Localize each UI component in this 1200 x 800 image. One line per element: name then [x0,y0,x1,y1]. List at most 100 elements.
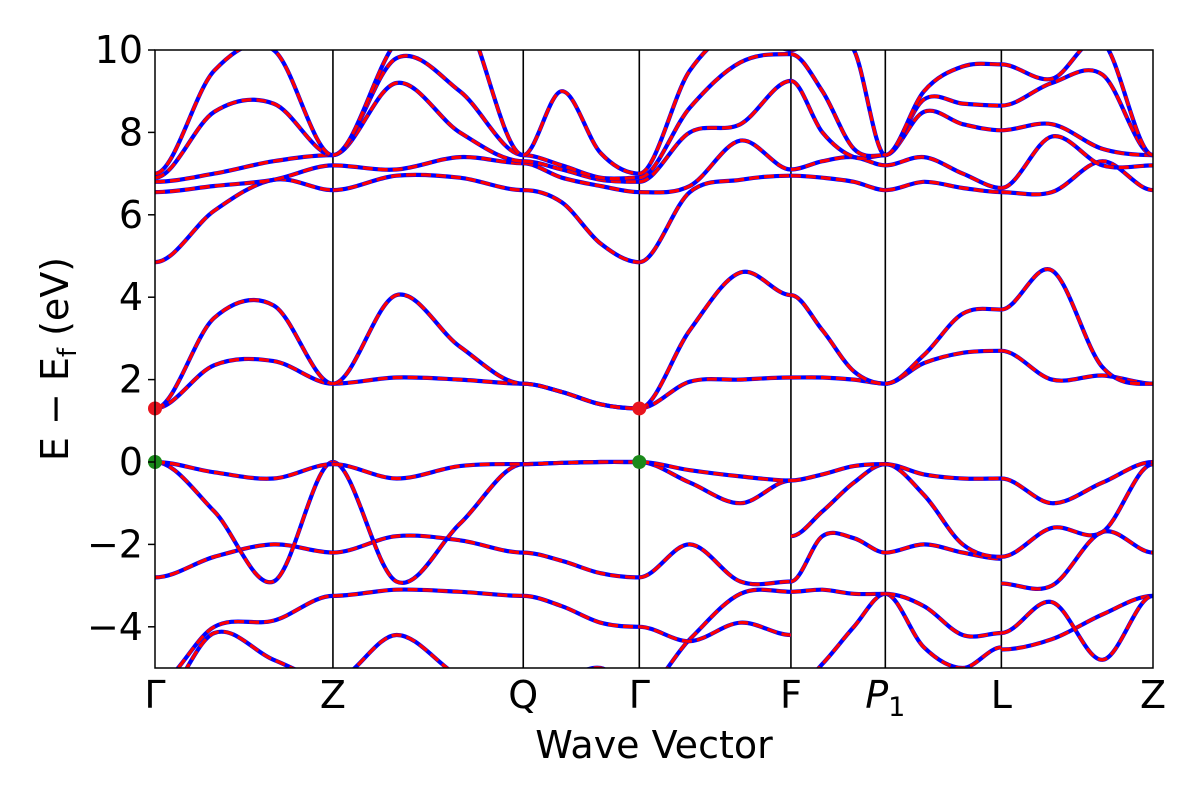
y-axis-label-sub: f [53,347,83,357]
band-line-blue [884,591,1002,668]
band-line-blue [523,593,640,629]
cbm-marker [632,401,647,416]
band-line-red [884,592,1002,668]
y-axis-label-main: E − E [33,357,77,461]
band-line-blue [664,587,791,668]
band-line-blue [1001,462,1153,559]
band-line-red [1001,349,1153,386]
y-tick-label: 6 [119,193,143,237]
band-line-red [332,587,524,598]
band-line-red [639,138,792,195]
band-line-red [1001,267,1153,386]
x-tick-label: Γ [629,673,650,717]
band-line-red [332,155,524,172]
band-line-blue [638,78,792,184]
band-line-blue [155,356,334,411]
band-line-red [885,462,1002,559]
band-line-red [790,588,886,596]
band-line-red [885,155,1002,190]
band-line-red [155,460,333,481]
band-line-red [1001,460,1153,505]
x-tick-label: L [991,673,1012,717]
band-line-red [884,62,1002,157]
band-line-blue [638,173,791,265]
x-tick-label: Q [508,673,538,717]
band-line-red [638,174,791,264]
band-line-red [638,270,792,410]
band-line-red [639,460,791,483]
band-line-red [522,89,640,176]
band-line-blue [351,632,451,668]
band-line-blue [885,306,1002,386]
band-line-red [639,621,791,643]
band-line-red [523,161,640,194]
band-line-red [332,375,524,386]
x-tick-label: Z [320,673,346,717]
extrema-markers [148,401,647,469]
band-line-blue [790,530,886,584]
band-line-blue [1000,267,1153,386]
y-tick-label: 10 [95,28,143,72]
band-line-red [155,163,333,194]
band-line-blue [155,459,334,585]
band-line-blue [790,50,887,158]
band-line-red [1001,134,1153,190]
band-line-blue [790,462,886,539]
band-line-red [885,307,1002,386]
band-line-blue [332,461,524,481]
band-line-red [665,588,791,668]
band-line-red [816,592,886,668]
band-line-red [175,594,334,668]
band-line-blue [790,52,886,159]
band-line-red [639,460,792,505]
band-line-blue [523,188,640,265]
x-tick-label: Γ [144,673,165,717]
band-line-blue [332,533,524,555]
band-line-red [639,375,791,410]
y-tick-label: 4 [119,275,143,319]
band-line-blue [1001,529,1153,591]
vbm-marker [632,455,647,469]
band-line-blue [638,542,791,587]
band-line-blue [522,89,640,176]
band-line-red [523,382,640,410]
band-line-red [638,52,791,180]
band-line-red [155,153,333,184]
band-line-red [1001,50,1153,157]
band-line-red [523,159,640,184]
band-line-red [790,79,886,160]
band-line-blue [332,459,524,585]
band-line-blue [884,94,1002,158]
band-line-red [885,462,1002,481]
band-line-red [790,52,886,158]
band-line-blue [585,665,607,668]
band-line-red [155,50,334,176]
plot-frame [154,49,1154,669]
band-line-red [1001,159,1153,196]
band-line-red [155,98,334,180]
band-line-red [1001,121,1153,157]
band-line-red [790,174,886,192]
band-line-red [332,533,524,555]
band-line-red [790,531,886,584]
band-line-red [352,633,450,668]
band-line-red [332,81,524,163]
y-tick-label: 0 [119,440,143,484]
band-line-red [790,462,886,483]
band-line-red [790,155,886,172]
band-line-red [155,357,334,410]
band-line-red [332,293,524,386]
band-line-blue [332,172,524,193]
band-line-red [523,551,640,579]
band-line-red [885,592,1002,639]
band-line-red [1001,594,1153,662]
band-line-red [155,177,333,264]
band-line-red [638,79,792,184]
band-line-red [790,462,886,538]
x-axis-label: Wave Vector [535,723,773,767]
band-line-red [885,180,1002,194]
band-line-red [523,153,640,181]
band-line-red [332,173,524,192]
band-line-blue [332,292,524,386]
